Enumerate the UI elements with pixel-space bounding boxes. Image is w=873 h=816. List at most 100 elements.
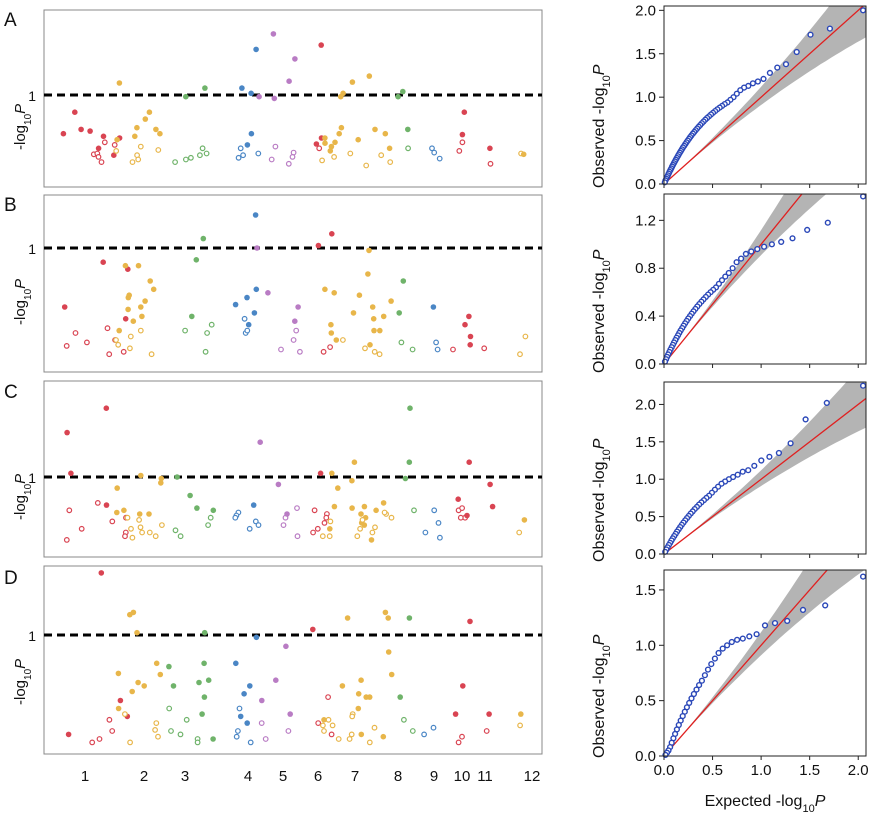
ylabel-b-sub: 10 xyxy=(23,288,34,300)
snp-point xyxy=(422,529,429,536)
snp-point xyxy=(452,711,459,717)
snp-point xyxy=(331,290,338,296)
snp-point xyxy=(376,351,383,358)
snp-point xyxy=(194,739,201,746)
snp-point xyxy=(349,477,355,484)
snp-point xyxy=(366,247,372,254)
qq-point xyxy=(688,695,695,702)
snp-point xyxy=(204,330,211,336)
qq-xtick-label: 0.5 xyxy=(702,762,723,779)
qq-ytick-label: 1.5 xyxy=(635,46,656,63)
snp-point xyxy=(320,348,327,355)
snp-point xyxy=(421,731,428,738)
chromosome-axis: 1 2 3 4 5 6 7 8 9 10 11 12 xyxy=(81,768,541,785)
qq-point xyxy=(690,690,698,698)
snp-point xyxy=(321,717,327,723)
qq-xlabel-main: Expected -log xyxy=(705,793,803,810)
qq-point xyxy=(760,243,768,250)
snp-point xyxy=(317,470,324,477)
snp-point xyxy=(194,505,200,511)
qq-ytick-label: 0.8 xyxy=(635,260,656,277)
snp-point xyxy=(406,459,413,466)
snp-point xyxy=(315,720,322,726)
qq-ylabel-a: Observed -log10P xyxy=(591,64,613,188)
qq-point xyxy=(746,633,753,640)
snp-point xyxy=(203,150,210,157)
snp-point xyxy=(116,327,122,334)
snp-point xyxy=(201,629,208,636)
ylabel-d-sub: 10 xyxy=(23,668,34,680)
snp-point xyxy=(271,95,278,102)
snp-point xyxy=(135,262,142,269)
snp-point xyxy=(146,109,153,115)
chr-label-6: 6 xyxy=(314,768,322,785)
snp-point xyxy=(326,533,333,540)
snp-point xyxy=(337,93,344,100)
ytick-1-a: 1 xyxy=(28,88,36,104)
snp-point xyxy=(232,514,239,521)
snp-point xyxy=(121,507,127,514)
snp-point xyxy=(122,262,129,269)
snp-point xyxy=(402,475,409,482)
qq-point xyxy=(698,677,706,684)
qq-point xyxy=(782,61,790,68)
snp-point xyxy=(331,503,338,510)
snp-point xyxy=(128,525,134,532)
qq-point xyxy=(723,642,731,649)
ylabel-c: -log10P xyxy=(12,474,34,520)
snp-point xyxy=(328,731,335,738)
qq-point xyxy=(739,635,746,642)
snp-point xyxy=(338,124,345,131)
snp-point xyxy=(385,615,392,621)
snp-point xyxy=(319,533,326,540)
snp-point xyxy=(172,159,179,166)
chr-label-5: 5 xyxy=(279,768,287,785)
snp-point xyxy=(252,212,259,218)
snp-point xyxy=(187,492,193,499)
panel-label-b: B xyxy=(4,195,17,216)
plot-frame-b xyxy=(43,194,543,373)
snp-point xyxy=(354,533,361,540)
qq-ytick-label: 1.5 xyxy=(635,582,656,599)
snp-point xyxy=(78,126,84,133)
qq-point xyxy=(859,382,867,389)
qq-point xyxy=(802,416,809,423)
panel-label-c: C xyxy=(4,382,18,403)
qq-frame xyxy=(663,381,867,555)
qq-ylabel-a-sub: 10 xyxy=(601,75,613,87)
snp-point xyxy=(350,310,357,316)
snp-point xyxy=(237,713,244,720)
snp-point xyxy=(199,711,205,717)
snp-point xyxy=(380,500,387,506)
identity-line xyxy=(664,570,829,756)
snp-point xyxy=(139,529,146,536)
snp-point xyxy=(106,351,113,358)
snp-point xyxy=(466,313,472,320)
snp-point xyxy=(455,496,462,503)
snp-point xyxy=(481,345,488,352)
snp-point xyxy=(372,524,378,531)
qq-point xyxy=(729,265,736,272)
snp-point xyxy=(363,162,370,169)
qq-xtick-label: 0.0 xyxy=(654,762,675,779)
snp-point xyxy=(135,679,141,686)
snp-point xyxy=(247,739,254,746)
qq-ytick-label: 0.0 xyxy=(635,356,656,373)
snp-point xyxy=(241,315,248,322)
qq-point xyxy=(799,606,807,614)
snp-point xyxy=(380,313,387,320)
snp-point xyxy=(348,731,355,738)
snp-point xyxy=(386,145,393,152)
snp-point xyxy=(344,615,351,621)
qq-ytick-label: 0.4 xyxy=(635,308,656,325)
snp-point xyxy=(104,325,111,332)
panel-d: D 1 -log10P xyxy=(4,565,543,755)
snp-point xyxy=(137,143,144,150)
qq-ytick-label: 0.5 xyxy=(635,693,656,710)
qq-frame xyxy=(663,5,867,185)
qq-point xyxy=(807,31,814,38)
snp-point xyxy=(100,133,107,140)
snp-point xyxy=(111,141,118,148)
snp-point xyxy=(294,505,300,512)
snp-point xyxy=(259,697,265,704)
